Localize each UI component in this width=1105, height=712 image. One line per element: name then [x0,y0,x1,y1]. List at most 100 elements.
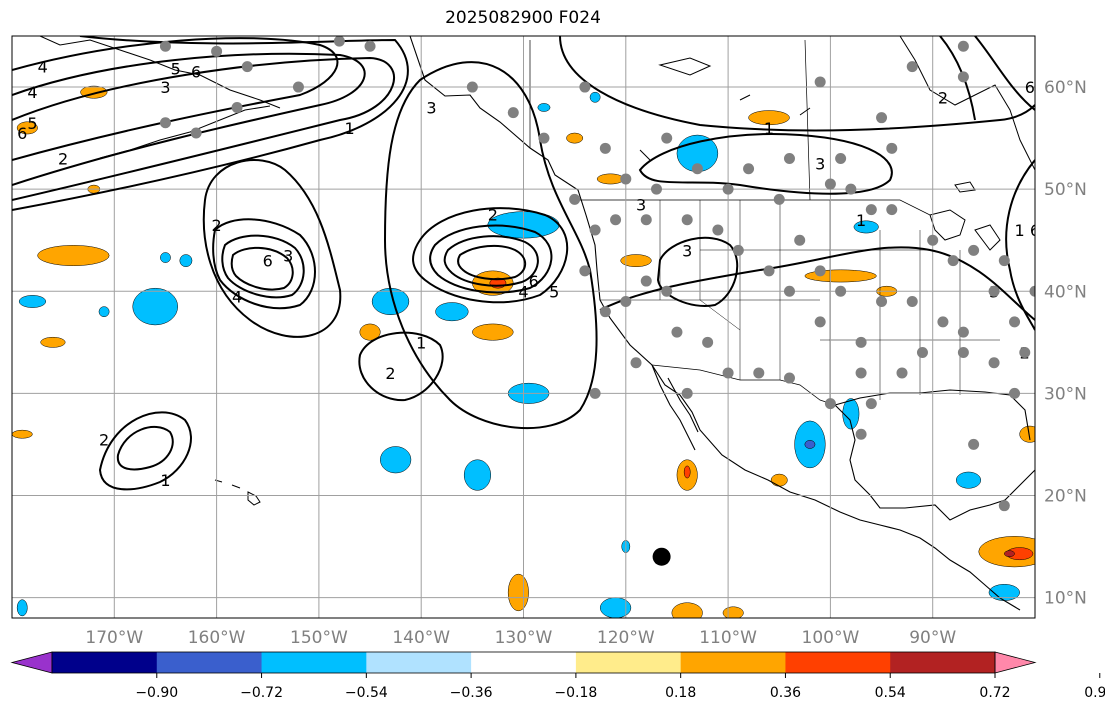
station-dot [681,214,693,226]
station-dot [957,347,969,359]
shaded-region [955,471,982,489]
contour-alaska-high-2 [12,52,366,186]
colorbar-bin [785,652,891,673]
contour-label: 3 [283,247,293,266]
shaded-region [435,302,469,322]
shaded-region [596,173,625,185]
shaded-region [12,429,33,439]
contour-label: 5 [171,60,181,79]
shaded-region [722,606,744,618]
contour-label: 4 [38,58,48,77]
latitude-tick-label: 60°N [1044,78,1087,98]
shaded-region [804,440,816,449]
coastline-north-america [409,36,1021,611]
station-dot [538,132,550,144]
station-dot [579,81,591,93]
coastline-hudson [899,36,1035,171]
station-dot [957,326,969,338]
shaded-region [359,323,381,341]
station-dot [906,295,918,307]
shaded-region [132,287,178,326]
colorbar-bin [680,652,786,673]
contour-label: 5 [27,114,37,133]
colorbar-tick-label: −0.36 [450,685,493,701]
station-dot [763,265,775,277]
contour-label: 1 [416,333,426,352]
station-dot [783,153,795,165]
contour-label: 6 [191,63,201,82]
station-dot [661,285,673,297]
station-dot [599,306,611,318]
contour-label: 4 [518,282,528,301]
shaded-region [770,473,788,487]
station-dot [916,347,928,359]
location-marker-dot [652,547,671,566]
longitude-tick-label: 100°W [802,628,860,648]
contour-label: 3 [636,195,646,214]
shaded-region [472,323,514,341]
station-dot [231,101,243,113]
station-dot [957,40,969,52]
colorbar-bin [471,652,577,673]
shaded-region [1019,425,1035,443]
station-dot [630,357,642,369]
station-dot [886,142,898,154]
station-dot [998,500,1010,512]
station-dot [957,71,969,83]
colorbar-bin [366,652,472,673]
contour-low-west-2 [212,218,316,310]
station-dot [814,265,826,277]
station-dot [241,61,253,73]
contour-three-west [656,236,739,307]
contour-three-canada [638,133,893,195]
map-frame [11,35,1036,619]
station-dot [671,326,683,338]
station-dot [732,244,744,256]
contour-label: 2 [938,88,948,107]
colorbar-bin [52,652,158,673]
colorbar-tick-label: −0.90 [135,685,178,701]
station-dot [211,45,223,57]
contour-low-west [202,159,342,338]
station-dot [855,367,867,379]
station-dot [865,204,877,216]
station-dot [1029,285,1035,297]
contour-east-edge [1005,159,1035,331]
contour-label: 6 [263,252,273,271]
station-dot [1009,316,1021,328]
shaded-region [18,295,47,308]
shaded-region [748,110,790,126]
station-dot [1009,387,1021,399]
station-dot [773,193,785,205]
shaded-region [98,306,110,318]
contour-alaska-high-3 [12,56,395,201]
station-dot [610,214,622,226]
lake-canada [639,57,811,161]
contour-label: 1 [1015,221,1025,240]
location-marker [652,547,671,566]
contour-label: 2 [488,206,498,225]
contour-label: 3 [426,98,436,117]
station-dot [988,357,1000,369]
latitude-tick-label: 30°N [1044,384,1087,404]
shaded-region [1004,550,1015,557]
contour-one-loop [383,61,598,430]
contour-label: 6 [1025,78,1035,97]
station-dot [650,183,662,195]
station-dot [794,234,806,246]
contour-south-loop-2 [116,426,174,471]
colorbar-tick-label: 0.90 [1084,685,1105,701]
shaded-region [463,459,492,491]
station-dot [579,265,591,277]
border-us-canada [529,39,931,216]
colorbar-min-extend [10,651,53,674]
longitude-tick-label: 150°W [290,628,348,648]
coastline-gulf-north [834,389,1031,441]
contour-low-central-3 [443,235,539,287]
station-dot [947,255,959,267]
contour-label: 2 [385,364,395,383]
station-dot [190,127,202,139]
shaded-region [671,602,703,618]
coastline-great-lakes [929,181,1001,251]
station-dot [855,428,867,440]
